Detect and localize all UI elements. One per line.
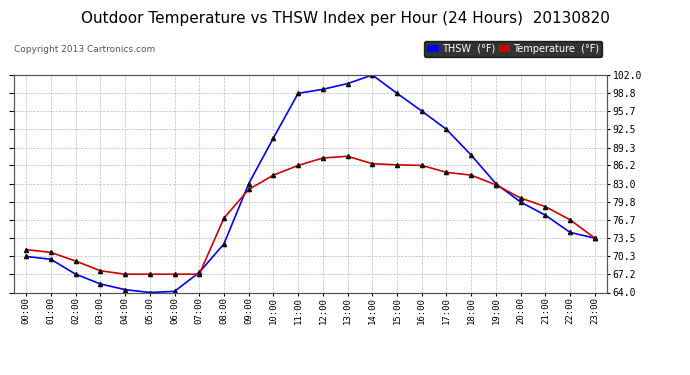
- Legend: THSW  (°F), Temperature  (°F): THSW (°F), Temperature (°F): [424, 41, 602, 57]
- Text: Outdoor Temperature vs THSW Index per Hour (24 Hours)  20130820: Outdoor Temperature vs THSW Index per Ho…: [81, 11, 609, 26]
- Text: Copyright 2013 Cartronics.com: Copyright 2013 Cartronics.com: [14, 45, 155, 54]
